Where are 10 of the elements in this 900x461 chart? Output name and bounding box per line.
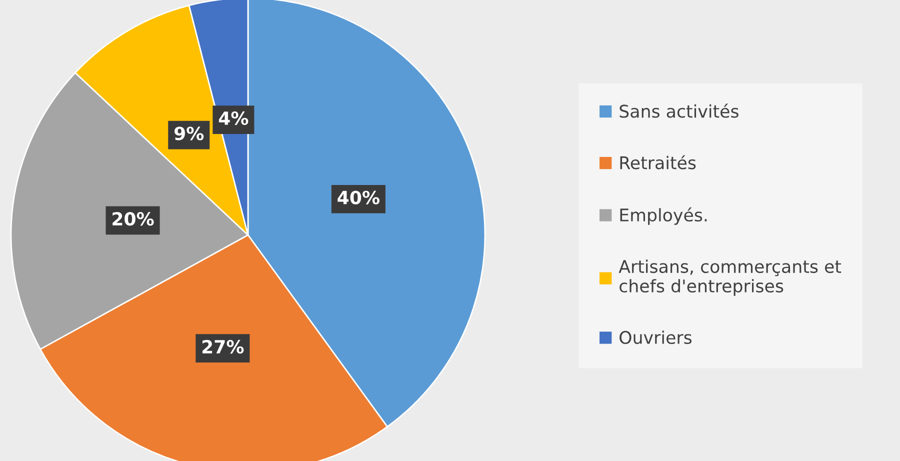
legend-label: Artisans, commerçants et chefs d'entreprises xyxy=(618,260,842,296)
data-label: 20% xyxy=(112,212,154,226)
data-label: 9% xyxy=(174,126,204,140)
data-label: 27% xyxy=(202,340,244,354)
legend-label: Retraités xyxy=(620,155,696,170)
data-label: 4% xyxy=(218,111,248,126)
legend-label: Employés. xyxy=(620,207,707,225)
legend-label: Sans activités xyxy=(620,104,738,118)
data-label: 40% xyxy=(338,190,380,204)
legend-label: Ouvriers xyxy=(620,330,692,344)
